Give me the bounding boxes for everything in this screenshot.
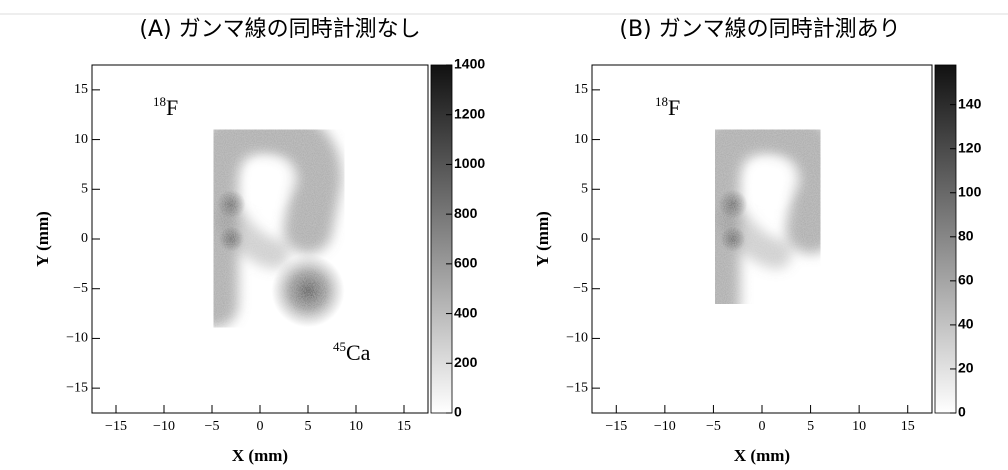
y-tick-label: −5 bbox=[73, 281, 88, 296]
hole bbox=[755, 161, 798, 197]
isotope-label: 45Ca bbox=[333, 339, 371, 365]
x-tick-label: 0 bbox=[759, 419, 766, 434]
panel: (A) ガンマ線の同時計測なし −15 −10 −5 0 5 10 15 −15 −10 −5 0 5 1… bbox=[33, 17, 485, 465]
colorbar-tick-label: 120 bbox=[958, 139, 982, 155]
heatmap-image bbox=[715, 130, 820, 304]
y-tick-label: −15 bbox=[566, 380, 588, 395]
panel-title: (A) ガンマ線の同時計測なし bbox=[139, 17, 420, 42]
isotope-label: 18F bbox=[655, 94, 680, 120]
x-tick-label: 10 bbox=[852, 419, 866, 434]
y-tick-label: 5 bbox=[581, 182, 588, 197]
x-tick-label: −5 bbox=[706, 419, 721, 434]
colorbar-tick-label: 60 bbox=[958, 272, 974, 288]
panel: (B) ガンマ線の同時計測あり −15 −10 −5 0 5 10 15 −15 −10 −5 0 5 1… bbox=[533, 17, 982, 465]
element-symbol: F bbox=[668, 95, 680, 120]
y-tick-label: −10 bbox=[66, 331, 88, 346]
y-tick-label: −10 bbox=[566, 331, 588, 346]
mass-number: 18 bbox=[655, 94, 668, 109]
x-tick-label: −15 bbox=[105, 419, 127, 434]
colorbar-tick-label: 200 bbox=[454, 354, 478, 370]
x-tick-label: 5 bbox=[305, 419, 312, 434]
x-tick-label: 5 bbox=[807, 419, 814, 434]
hot-spot bbox=[720, 226, 745, 251]
x-tick-label: 15 bbox=[901, 419, 915, 434]
x-tick-label: −10 bbox=[654, 419, 676, 434]
y-tick-label: 0 bbox=[81, 231, 88, 246]
figure: (A) ガンマ線の同時計測なし −15 −10 −5 0 5 10 15 −15 −10 −5 0 5 1… bbox=[0, 0, 1008, 470]
colorbar-tick-label: 600 bbox=[454, 255, 478, 271]
colorbar-tick-label: 1400 bbox=[454, 56, 485, 72]
isotope-label: 18F bbox=[153, 94, 178, 120]
mass-number: 18 bbox=[153, 94, 166, 109]
panel-title: (B) ガンマ線の同時計測あり bbox=[619, 17, 900, 42]
hot-spot bbox=[217, 190, 246, 219]
colorbar-tick-label: 800 bbox=[454, 205, 478, 221]
hot-spot bbox=[718, 190, 747, 219]
hot-spot bbox=[219, 227, 244, 252]
element-symbol: F bbox=[166, 95, 178, 120]
colorbar-tick-label: 0 bbox=[958, 404, 966, 420]
colorbar-tick-label: 40 bbox=[958, 316, 974, 332]
element-symbol: Ca bbox=[346, 340, 371, 365]
colorbar bbox=[431, 65, 452, 413]
y-axis-label: Y (mm) bbox=[533, 211, 552, 267]
x-tick-label: 10 bbox=[349, 419, 363, 434]
y-tick-label: 15 bbox=[574, 82, 588, 97]
mass-number: 45 bbox=[333, 339, 346, 354]
colorbar-tick-label: 100 bbox=[958, 183, 982, 199]
y-tick-label: 10 bbox=[74, 132, 88, 147]
colorbar-tick-label: 80 bbox=[958, 228, 974, 244]
y-tick-label: −5 bbox=[573, 281, 588, 296]
x-tick-label: −5 bbox=[205, 419, 220, 434]
y-tick-label: 0 bbox=[581, 231, 588, 246]
hole bbox=[253, 161, 295, 197]
colorbar-tick-label: 140 bbox=[958, 95, 982, 111]
colorbar-tick-label: 1000 bbox=[454, 155, 485, 171]
colorbar-tick-label: 400 bbox=[454, 304, 478, 320]
colorbar-tick-label: 0 bbox=[454, 404, 462, 420]
y-tick-label: −15 bbox=[66, 380, 88, 395]
x-tick-label: −10 bbox=[153, 419, 175, 434]
x-tick-label: −15 bbox=[605, 419, 627, 434]
y-tick-label: 10 bbox=[574, 132, 588, 147]
heatmap-image bbox=[214, 130, 345, 328]
x-axis-label: X (mm) bbox=[734, 446, 790, 465]
y-tick-label: 5 bbox=[81, 182, 88, 197]
y-axis-label: Y (mm) bbox=[33, 211, 52, 267]
y-tick-label: 15 bbox=[74, 82, 88, 97]
colorbar-tick-label: 1200 bbox=[454, 105, 485, 121]
ca-source bbox=[272, 254, 345, 327]
x-tick-label: 0 bbox=[257, 419, 264, 434]
x-axis-label: X (mm) bbox=[232, 446, 288, 465]
colorbar bbox=[935, 65, 956, 413]
colorbar-tick-label: 20 bbox=[958, 360, 974, 376]
x-tick-label: 15 bbox=[397, 419, 411, 434]
